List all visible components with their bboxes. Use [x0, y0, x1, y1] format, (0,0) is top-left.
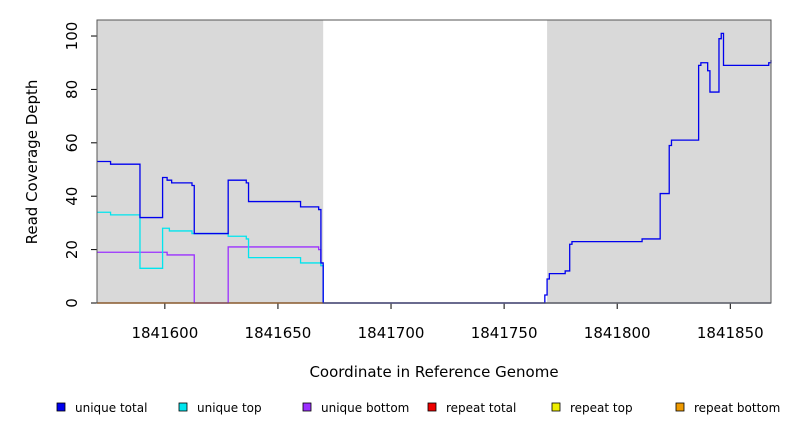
- y-tick-label: 100: [63, 22, 81, 51]
- legend: unique total unique top unique bottom repea…: [56, 401, 780, 415]
- x-axis: 1841600 1841650 1841700 1841750 1841800 18418…: [131, 303, 764, 342]
- series-line-unique-top: [97, 211, 771, 304]
- legend-swatch: [302, 402, 312, 412]
- y-axis-label: Read Coverage Depth: [23, 80, 41, 245]
- y-tick-label: 20: [63, 240, 81, 259]
- legend-label: repeat top: [570, 401, 633, 415]
- y-axis: 0 20 40 60 80 100: [63, 22, 97, 308]
- legend-swatch: [56, 402, 66, 412]
- plot-frame: [96, 19, 772, 304]
- legend-label: repeat bottom: [694, 401, 780, 415]
- legend-label: unique total: [75, 401, 147, 415]
- x-tick-label: 1841850: [697, 324, 764, 342]
- y-tick-label: 40: [63, 187, 81, 206]
- legend-swatch: [551, 402, 561, 412]
- legend-swatch: [427, 402, 437, 412]
- plot-background: [97, 20, 771, 303]
- legend-swatch: [178, 402, 188, 412]
- x-tick-label: 1841800: [584, 324, 651, 342]
- legend-label: repeat total: [446, 401, 516, 415]
- legend-swatch: [675, 402, 685, 412]
- x-tick-label: 1841600: [131, 324, 198, 342]
- x-tick-label: 1841650: [245, 324, 312, 342]
- shaded-region-1: [547, 20, 771, 303]
- y-tick-label: 80: [63, 80, 81, 99]
- x-tick-label: 1841750: [471, 324, 538, 342]
- x-tick-label: 1841700: [358, 324, 425, 342]
- y-tick-label: 60: [63, 133, 81, 152]
- legend-label: unique top: [197, 401, 262, 415]
- legend-label: unique bottom: [321, 401, 409, 415]
- x-axis-label: Coordinate in Reference Genome: [309, 363, 558, 381]
- y-tick-label: 0: [63, 298, 81, 308]
- shaded-region-0: [97, 20, 324, 303]
- series-line-unique-total: [97, 32, 772, 304]
